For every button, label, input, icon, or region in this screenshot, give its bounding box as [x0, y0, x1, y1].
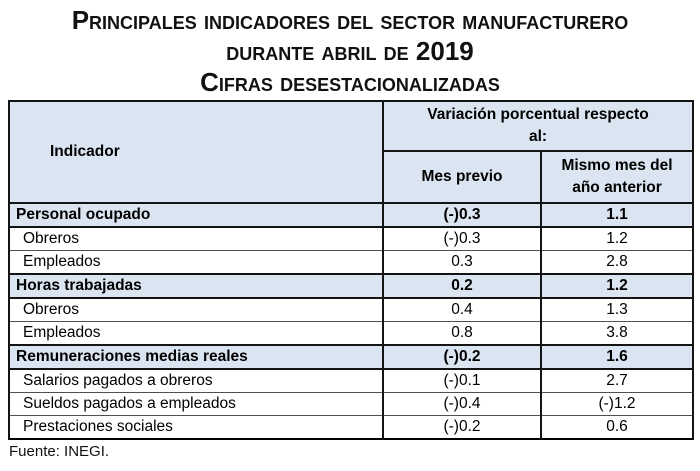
source-note: Fuente: INEGI. — [9, 443, 110, 460]
row-label: Empleados — [8, 250, 384, 275]
value-mes-previo: 0.4 — [382, 297, 542, 322]
value-mes-previo: (-)0.2 — [382, 344, 542, 370]
row-label: Sueldos pagados a empleados — [8, 392, 384, 416]
table-row: Salarios pagados a obreros (-)0.1 2.7 — [8, 368, 694, 393]
row-label: Empleados — [8, 321, 384, 346]
value-mismo-mes: 1.2 — [540, 226, 694, 251]
table-row: Sueldos pagados a empleados (-)0.4 (-)1.… — [8, 392, 694, 416]
value-mes-previo: (-)0.3 — [382, 202, 542, 228]
value-mes-previo: 0.3 — [382, 250, 542, 275]
value-mes-previo: 0.2 — [382, 273, 542, 299]
header-variation-label: Variación porcentual respecto al: — [427, 106, 649, 145]
table-row: Horas trabajadas 0.2 1.2 — [8, 273, 694, 299]
title-line-3: Cifras desestacionalizadas — [200, 67, 500, 97]
row-label: Obreros — [8, 297, 384, 322]
table-row: Personal ocupado (-)0.3 1.1 — [8, 202, 694, 228]
value-mismo-mes: 2.8 — [540, 250, 694, 275]
table-header: Indicador Variación porcentual respecto … — [8, 100, 694, 204]
header-indicator: Indicador — [8, 100, 384, 204]
header-mismo-mes-label: Mismo mes del año anterior — [561, 157, 673, 196]
table-row: Obreros 0.4 1.3 — [8, 297, 694, 322]
header-mes-previo: Mes previo — [382, 150, 542, 204]
value-mismo-mes: 0.6 — [540, 415, 694, 440]
value-mes-previo: (-)0.3 — [382, 226, 542, 251]
indicators-table: Indicador Variación porcentual respecto … — [8, 100, 694, 440]
value-mes-previo: (-)0.4 — [382, 392, 542, 416]
table-row: Prestaciones sociales (-)0.2 0.6 — [8, 415, 694, 440]
title-line-1: Principales indicadores del sector manuf… — [71, 5, 629, 35]
table-row: Obreros (-)0.3 1.2 — [8, 226, 694, 251]
row-label: Obreros — [8, 226, 384, 251]
value-mismo-mes: 1.2 — [540, 273, 694, 299]
value-mismo-mes: 3.8 — [540, 321, 694, 346]
value-mismo-mes: 1.6 — [540, 344, 694, 370]
value-mismo-mes: 2.7 — [540, 368, 694, 393]
row-label: Remuneraciones medias reales — [8, 344, 384, 370]
value-mes-previo: (-)0.2 — [382, 415, 542, 440]
value-mismo-mes: 1.1 — [540, 202, 694, 228]
value-mismo-mes: 1.3 — [540, 297, 694, 322]
row-label: Salarios pagados a obreros — [8, 368, 384, 393]
row-label: Prestaciones sociales — [8, 415, 384, 440]
row-label: Personal ocupado — [8, 202, 384, 228]
table-row: Empleados 0.8 3.8 — [8, 321, 694, 346]
table-row: Empleados 0.3 2.8 — [8, 250, 694, 275]
header-mismo-mes: Mismo mes del año anterior — [540, 150, 694, 204]
value-mes-previo: 0.8 — [382, 321, 542, 346]
row-label: Horas trabajadas — [8, 273, 384, 299]
title-line-2: durante abril de 2019 — [226, 36, 474, 66]
header-variation-group: Variación porcentual respecto al: — [382, 100, 694, 152]
value-mes-previo: (-)0.1 — [382, 368, 542, 393]
page-title: Principales indicadores del sector manuf… — [0, 0, 700, 98]
table-row: Remuneraciones medias reales (-)0.2 1.6 — [8, 344, 694, 370]
value-mismo-mes: (-)1.2 — [540, 392, 694, 416]
